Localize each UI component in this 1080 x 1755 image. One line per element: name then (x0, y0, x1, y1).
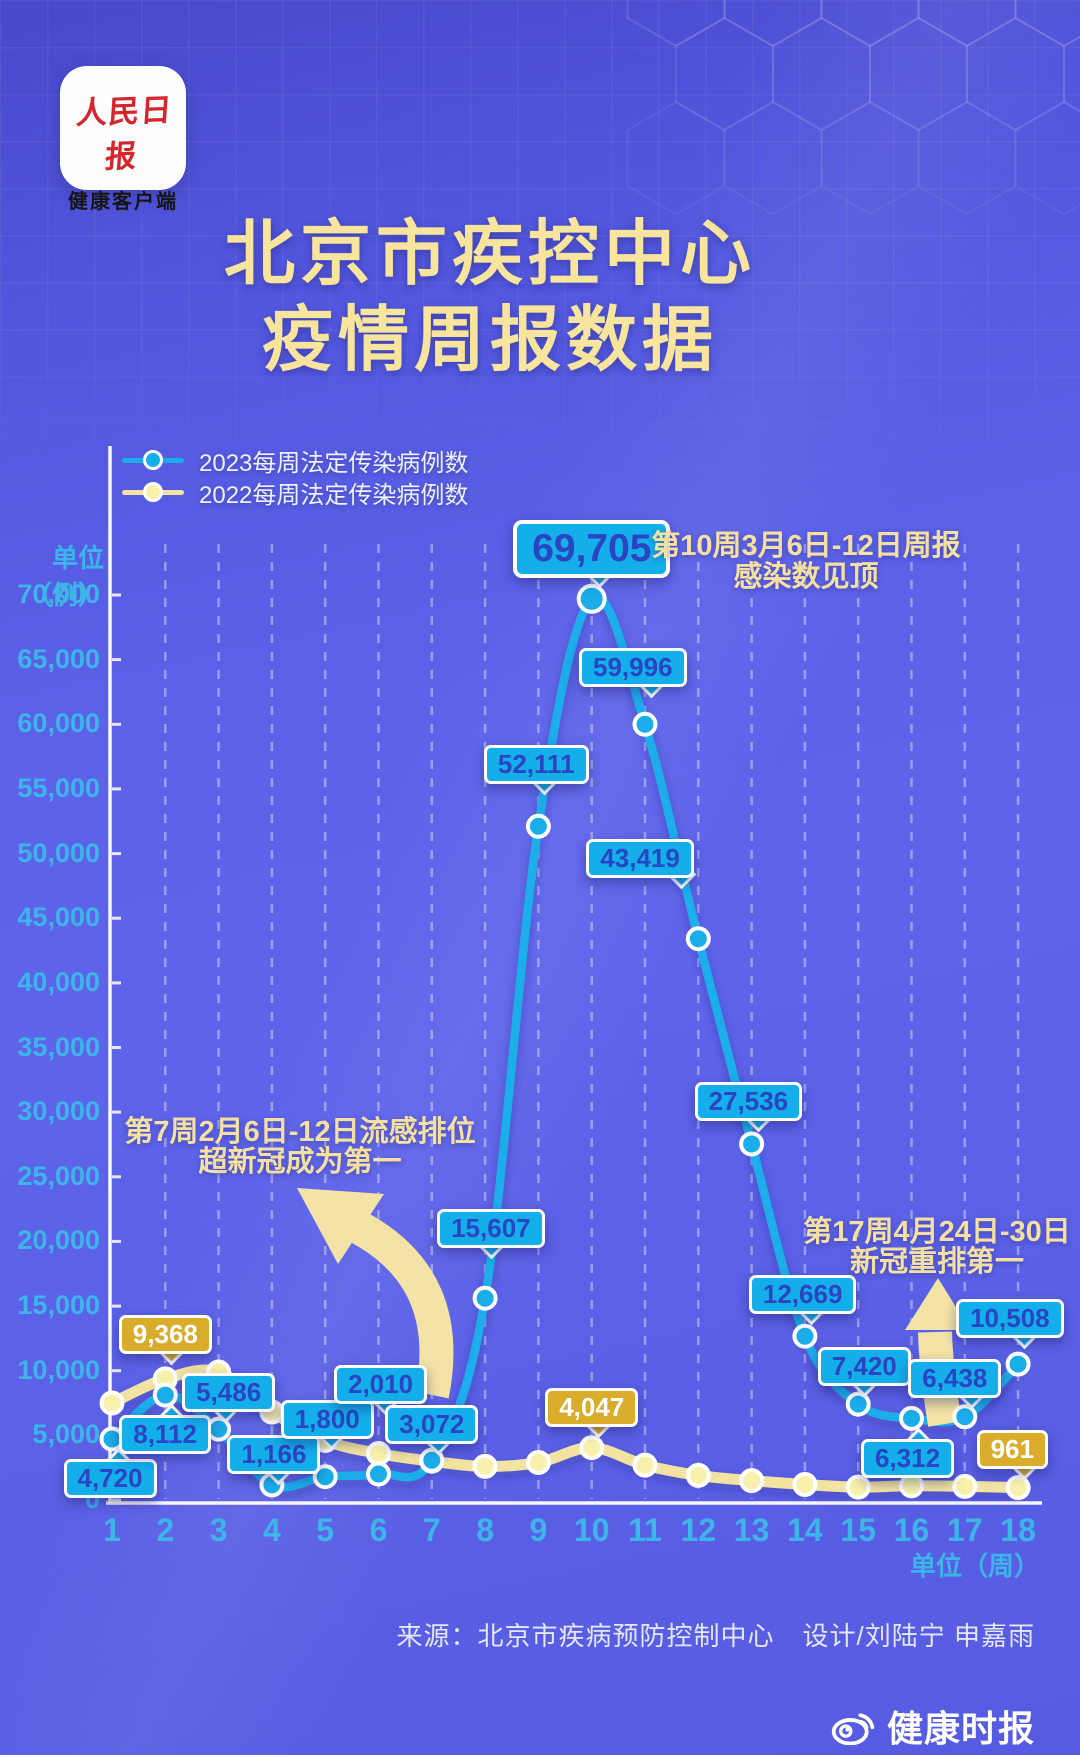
hexagon-shape (820, 100, 920, 216)
hexagon-shape (675, 16, 774, 132)
data-point-2022 (312, 1428, 338, 1453)
hexagon-shape (869, 16, 968, 132)
data-point-2022 (366, 1441, 391, 1466)
data-point-2023 (1005, 1351, 1031, 1377)
data-point-2022 (206, 1359, 232, 1385)
curved-arrow-shaft (351, 1213, 454, 1399)
data-point-markers (99, 583, 1031, 1501)
annotation-flu-line1: 第7周2月6日-12日流感排位 (124, 1116, 476, 1148)
legend-swatch-2022 (122, 482, 184, 502)
hexagon-shape (820, 0, 920, 48)
data-point-2022 (525, 1450, 551, 1475)
data-point-2022 (792, 1472, 818, 1497)
page-title-line2: 疫情周报数据 (261, 301, 718, 380)
data-point-2022 (99, 1390, 125, 1416)
legend-swatch-2023 (122, 450, 184, 470)
legend-label-2023: 2023每周法定传染病例数 (199, 449, 469, 477)
hexagon-shape (723, 100, 823, 216)
hexagon-shape (1014, 0, 1080, 48)
chart-legend: 2023每周法定传染病例数 2022每周法定传染病例数 (122, 444, 469, 509)
hexagon-pattern (626, 0, 1080, 216)
series-line-2023 (109, 592, 1022, 1492)
source-text: 来源：北京市疾病预防控制中心 (396, 1621, 775, 1651)
data-point-2022 (952, 1473, 978, 1499)
annotation-peak-line1: 第10周3月6日-12日周报 (651, 530, 961, 562)
data-point-2022 (739, 1468, 765, 1494)
straight-arrow-shaft (918, 1331, 962, 1427)
weibo-icon (831, 1713, 875, 1745)
brand-logo-card: 人民日报 健康客户端 (60, 66, 186, 213)
data-point-2023 (952, 1404, 978, 1430)
brand-row: 健康时报 (831, 1700, 1035, 1752)
series-lines (109, 592, 1022, 1494)
data-point-2023 (366, 1461, 391, 1487)
data-point-2023 (206, 1416, 232, 1442)
annotation-flu-week7: 第7周2月6日-12日流感排位 超新冠成为第一 (124, 1117, 475, 1177)
page-title: 北京市疾控中心 疫情周报数据 (0, 212, 980, 384)
data-point-2023 (899, 1405, 924, 1431)
legend-marker-icon (143, 450, 163, 470)
annotation-covid-week17: 第17周4月24日-30日 新冠重排第一 (803, 1217, 1071, 1277)
data-point-2022 (632, 1452, 658, 1478)
curved-arrow-head (297, 1188, 384, 1264)
data-point-2023 (739, 1131, 765, 1157)
data-point-2023 (152, 1382, 178, 1408)
data-point-2023 (419, 1447, 445, 1473)
legend-item-2023: 2023每周法定传染病例数 (122, 444, 469, 477)
hexagon-shape (966, 16, 1065, 132)
y-axis-unit-label: 单位（例） (25, 543, 104, 610)
logo-subtitle: 健康客户端 (68, 191, 178, 213)
data-point-2022 (899, 1473, 924, 1499)
series-line-2022 (109, 1364, 1019, 1494)
data-point-2022 (579, 1435, 605, 1461)
annotation-covid-line2: 新冠重排第一 (849, 1246, 1024, 1278)
page-title-line1: 北京市疾控中心 (223, 215, 756, 294)
brand-name: 健康时报 (886, 1708, 1035, 1749)
legend-item-2022: 2022每周法定传染病例数 (122, 476, 469, 509)
data-point-2023 (845, 1391, 871, 1417)
data-point-2023 (525, 813, 551, 839)
annotation-peak-line2: 感染数见顶 (733, 561, 879, 593)
hexagon-shape (1063, 35, 1080, 113)
data-point-2023 (576, 583, 607, 614)
data-point-2022 (1005, 1475, 1031, 1501)
logo-title: 人民日报 (74, 92, 174, 175)
data-point-2022 (259, 1399, 285, 1425)
axes (106, 446, 1042, 1505)
annotation-flu-line2: 超新冠成为第一 (198, 1146, 402, 1178)
source-line: 来源：北京市疾病预防控制中心 设计/刘陆宁 申嘉雨 (397, 1616, 1035, 1653)
straight-arrow-head (905, 1278, 970, 1330)
hexagon-shape (626, 0, 726, 48)
credit-text: 设计/刘陆宁 申嘉雨 (802, 1621, 1035, 1651)
hexagon-shape (626, 100, 726, 216)
data-point-2023 (312, 1464, 338, 1490)
data-point-2023 (685, 926, 711, 952)
data-point-2023 (472, 1285, 498, 1311)
annotation-covid-line1: 第17周4月24日-30日 (803, 1216, 1071, 1248)
data-point-2023 (259, 1472, 285, 1498)
x-axis-unit-label: 单位（周） (909, 1551, 1040, 1581)
data-point-2023 (632, 711, 658, 737)
legend-marker-icon (143, 482, 163, 502)
data-point-2022 (685, 1462, 711, 1488)
data-point-2023 (792, 1323, 818, 1349)
hexagon-shape (917, 0, 1017, 48)
legend-label-2022: 2022每周法定传染病例数 (199, 481, 469, 509)
hexagon-shape (917, 100, 1017, 216)
hexagon-shape (723, 0, 823, 48)
data-point-2023 (99, 1426, 125, 1452)
data-point-2022 (845, 1474, 871, 1500)
hexagon-shape (1014, 100, 1080, 216)
data-point-2022 (472, 1453, 498, 1479)
gridlines (164, 544, 1020, 1499)
hexagon-shape (772, 16, 871, 132)
annotation-peak-week10: 第10周3月6日-12日周报 感染数见顶 (651, 531, 960, 593)
